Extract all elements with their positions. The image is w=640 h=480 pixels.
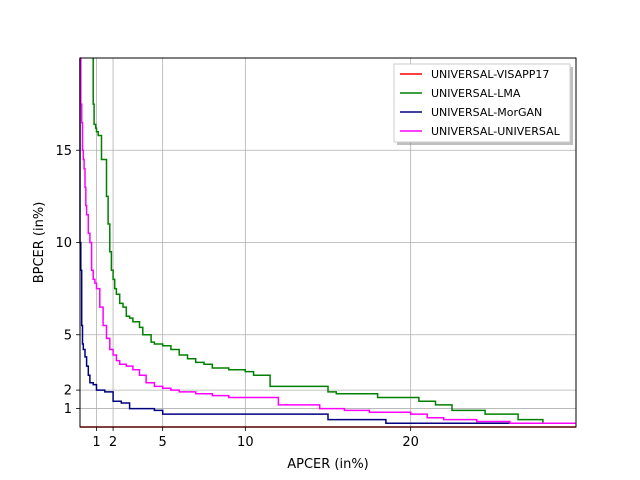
- legend-label: UNIVERSAL-UNIVERSAL: [431, 125, 561, 138]
- series-line-1: [92, 58, 576, 425]
- y-tick-label: 1: [64, 402, 72, 417]
- y-tick-label: 5: [64, 328, 72, 343]
- legend-box: [393, 63, 571, 143]
- x-tick-label: 10: [237, 435, 254, 450]
- y-tick-label: 15: [55, 144, 72, 159]
- x-tick-label: 5: [159, 435, 167, 450]
- x-axis-label: APCER (in%): [287, 457, 369, 472]
- legend-label: UNIVERSAL-MorGAN: [431, 106, 542, 119]
- legend-label: UNIVERSAL-LMA: [431, 87, 521, 100]
- y-tick-label: 2: [64, 384, 72, 399]
- series-line-2: [79, 58, 576, 425]
- y-axis-label: BPCER (in%): [32, 202, 47, 284]
- legend-label: UNIVERSAL-VISAPP17: [431, 68, 549, 81]
- x-tick-label: 1: [92, 435, 100, 450]
- legend: UNIVERSAL-VISAPP17 UNIVERSAL-LMA UNIVERSAL…: [393, 63, 573, 145]
- y-tick-label: 10: [55, 236, 72, 251]
- x-tick-label: 20: [402, 435, 419, 450]
- series-line-3: [80, 57, 576, 425]
- x-tick-label: 2: [109, 435, 117, 450]
